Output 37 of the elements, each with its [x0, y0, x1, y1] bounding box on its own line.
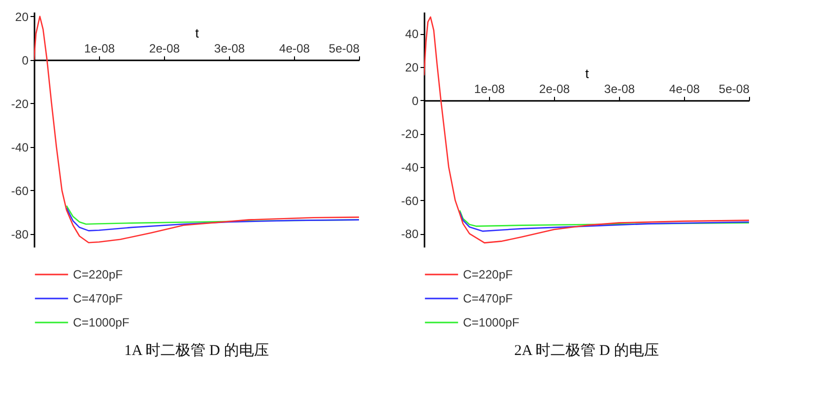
y-tick-label: 0	[22, 53, 29, 68]
y-tick-label: -80	[401, 227, 419, 242]
legend-label: C=1000pF	[73, 316, 130, 330]
x-tick-label: 4e-08	[279, 41, 310, 56]
x-tick-label: 3e-08	[604, 82, 636, 96]
line-series	[34, 16, 359, 244]
y-tick-label: -60	[401, 194, 419, 208]
line-series	[424, 16, 749, 244]
line-series	[459, 211, 749, 232]
text: 1A 时二极管 D 的电压	[124, 342, 269, 359]
y-tick-label: 20	[405, 60, 419, 74]
y-tick-label: 20	[15, 10, 29, 24]
y-tick-label: -20	[401, 127, 419, 142]
y-tick-label: 0	[412, 94, 419, 108]
x-axis-title: t	[585, 66, 590, 81]
x-tick-label: 1e-08	[84, 41, 116, 56]
y-tick-label: -40	[401, 160, 419, 174]
x-tick-label: 2e-08	[149, 41, 180, 56]
x-tick-label: 5e-08	[328, 41, 360, 56]
line-series	[66, 207, 359, 232]
y-tick-label: -20	[11, 96, 29, 111]
x-tick-label: 5e-08	[718, 82, 750, 96]
x-tick-label: 2e-08	[539, 82, 570, 96]
legend-label: C=470pF	[73, 292, 123, 306]
x-axis-title: t	[195, 25, 200, 40]
x-tick-label: 4e-08	[669, 82, 700, 96]
legend-label: C=220pF	[73, 268, 123, 282]
y-tick-label: -40	[11, 140, 29, 154]
y-tick-label: 40	[405, 27, 419, 42]
x-tick-label: 3e-08	[214, 41, 246, 56]
legend-label: C=470pF	[463, 292, 513, 306]
legend-label: C=1000pF	[463, 316, 520, 330]
y-tick-label: -80	[11, 227, 29, 242]
legend-label: C=220pF	[463, 268, 513, 282]
y-tick-label: -60	[11, 184, 29, 198]
text: 2A 时二极管 D 的电压	[514, 342, 659, 359]
x-tick-label: 1e-08	[474, 82, 506, 96]
